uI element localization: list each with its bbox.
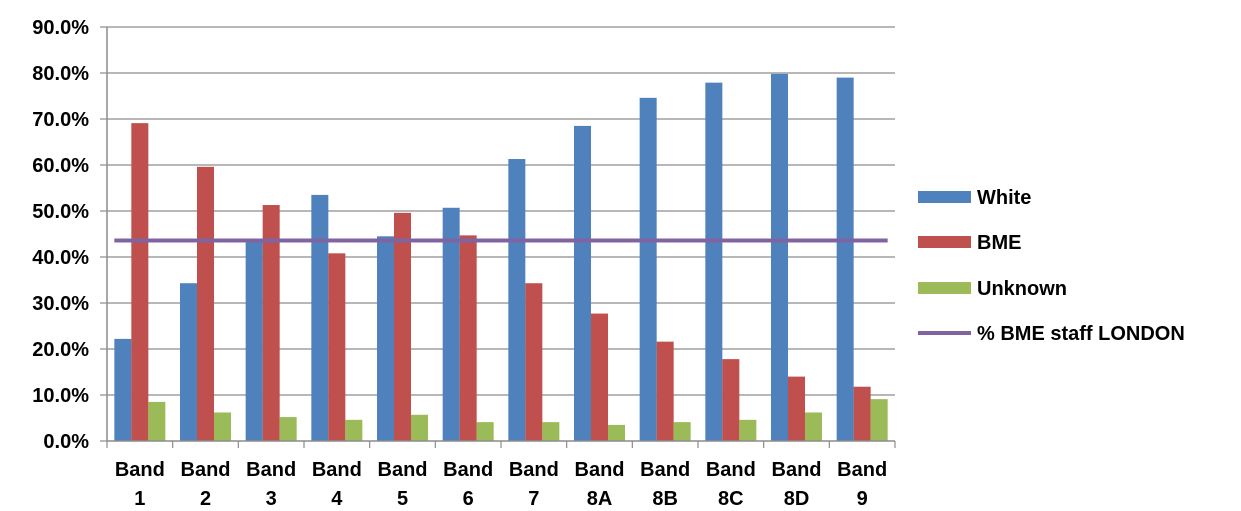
bar-unknown-1 bbox=[148, 401, 166, 441]
x-tick-label: Band 8D bbox=[772, 459, 822, 510]
x-tick-label: Band 4 bbox=[312, 459, 362, 510]
bar-bme-8d bbox=[788, 376, 805, 441]
bar-bme-2 bbox=[197, 166, 214, 441]
bar-unknown-8a bbox=[608, 424, 625, 441]
bar-white-8b bbox=[639, 97, 657, 441]
bar-white-2 bbox=[180, 283, 197, 441]
legend-swatch-bme bbox=[918, 236, 971, 248]
y-tick-label: 70.0% bbox=[32, 109, 89, 131]
y-tick-label: 20.0% bbox=[32, 339, 89, 361]
x-tick-label: Band 8B bbox=[640, 459, 690, 510]
legend-label-unknown: Unknown bbox=[977, 278, 1067, 300]
legend-label-white: White bbox=[977, 187, 1031, 209]
bar-unknown-6 bbox=[476, 422, 494, 441]
y-tick-label: 60.0% bbox=[32, 155, 89, 177]
x-tick-label: Band 5 bbox=[378, 459, 428, 510]
bar-white-6 bbox=[442, 207, 460, 441]
bar-bme-8c bbox=[722, 359, 740, 441]
bar-bme-4 bbox=[328, 253, 346, 441]
y-tick-label: 90.0% bbox=[32, 17, 89, 39]
legend-swatch-white bbox=[918, 191, 971, 203]
bar-unknown-8d bbox=[805, 412, 822, 441]
bar-bme-8b bbox=[656, 341, 674, 441]
bar-bme-7 bbox=[525, 283, 543, 441]
bar-unknown-7 bbox=[542, 422, 560, 441]
y-axis-ticks: 0.0% 10.0% 20.0% 30.0% 40.0% 50.0% 60.0% 70.0% 8… bbox=[32, 17, 89, 453]
y-tick-label: 80.0% bbox=[32, 63, 89, 85]
bar-white-8d bbox=[771, 73, 788, 442]
x-tick-label: Band 7 bbox=[509, 459, 559, 510]
legend-swatch-unknown bbox=[918, 282, 971, 294]
x-tick-label: Band 8C bbox=[706, 459, 756, 510]
x-tick-label: Band 6 bbox=[443, 459, 493, 510]
axes bbox=[100, 26, 896, 448]
x-tick-label: Band 2 bbox=[181, 459, 231, 510]
y-tick-label: 40.0% bbox=[32, 247, 89, 269]
bar-bme-3 bbox=[262, 205, 280, 441]
x-tick-label: Band 1 bbox=[115, 459, 165, 510]
x-tick-label: Band 9 bbox=[837, 459, 887, 510]
bars bbox=[114, 73, 888, 442]
bar-unknown-2 bbox=[214, 412, 231, 441]
bar-white-1 bbox=[114, 338, 132, 441]
bar-bme-6 bbox=[459, 235, 477, 441]
bar-unknown-3 bbox=[279, 417, 297, 441]
bar-unknown-5 bbox=[411, 414, 428, 441]
gridlines bbox=[107, 26, 895, 396]
x-axis-ticks: Band 1 Band 2 Band 3 Band 4 Band 5 Band 6 Band 7 Band 8… bbox=[115, 459, 887, 510]
bar-bme-9 bbox=[853, 386, 871, 441]
bar-white-5 bbox=[377, 236, 394, 441]
bar-unknown-8b bbox=[673, 422, 691, 441]
x-tick-label: Band 8A bbox=[575, 459, 625, 510]
bar-white-9 bbox=[836, 77, 854, 441]
y-tick-label: 0.0% bbox=[43, 431, 89, 453]
bar-white-7 bbox=[508, 159, 526, 441]
y-tick-label: 10.0% bbox=[32, 385, 89, 407]
bar-white-3 bbox=[245, 241, 263, 441]
y-tick-label: 30.0% bbox=[32, 293, 89, 315]
legend: White BME Unknown % BME staff LONDON bbox=[918, 187, 1185, 345]
bar-unknown-4 bbox=[345, 419, 363, 441]
bar-white-4 bbox=[311, 194, 329, 441]
bar-bme-1 bbox=[131, 123, 149, 441]
y-tick-label: 50.0% bbox=[32, 201, 89, 223]
legend-label-bme: BME bbox=[977, 232, 1021, 254]
bar-unknown-9 bbox=[870, 399, 888, 441]
legend-label-reference-line: % BME staff LONDON bbox=[977, 323, 1185, 345]
bar-white-8c bbox=[705, 82, 723, 441]
bar-bme-8a bbox=[591, 313, 608, 441]
bar-unknown-8c bbox=[739, 419, 757, 441]
x-tick-label: Band 3 bbox=[246, 459, 296, 510]
bar-bme-5 bbox=[394, 212, 411, 441]
bar-white-8a bbox=[574, 125, 591, 442]
